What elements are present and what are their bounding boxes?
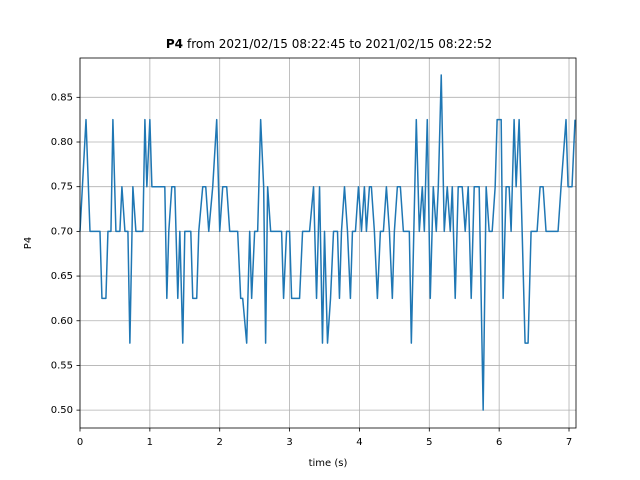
x-tick-label: 3 [286, 437, 292, 448]
data-line [79, 74, 576, 411]
x-tick-label: 1 [147, 437, 153, 448]
y-tick-label: 0.85 [51, 92, 73, 103]
x-tick-label: 6 [496, 437, 502, 448]
chart-title: P4 from 2021/02/15 08:22:45 to 2021/02/15… [166, 37, 492, 51]
plot-frame [79, 57, 577, 429]
y-tick-label: 0.80 [51, 137, 73, 148]
title-text: from 2021/02/15 08:22:45 to 2021/02/15 0… [187, 37, 492, 51]
x-tick-label: 0 [77, 437, 83, 448]
y-axis-label: P4 [23, 237, 34, 249]
x-axis-label: time (s) [309, 458, 348, 469]
y-tick-label: 0.60 [51, 316, 73, 327]
title-bold: P4 [166, 37, 183, 51]
x-tick-label: 5 [426, 437, 432, 448]
y-tick-label: 0.65 [51, 271, 73, 282]
x-tick-label: 4 [356, 437, 362, 448]
y-tick-label: 0.75 [51, 182, 73, 193]
x-tick-label: 2 [217, 437, 223, 448]
y-tick-label: 0.50 [51, 405, 73, 416]
y-tick-label: 0.70 [51, 226, 73, 237]
x-tick-label: 7 [566, 437, 572, 448]
y-tick-label: 0.55 [51, 360, 73, 371]
